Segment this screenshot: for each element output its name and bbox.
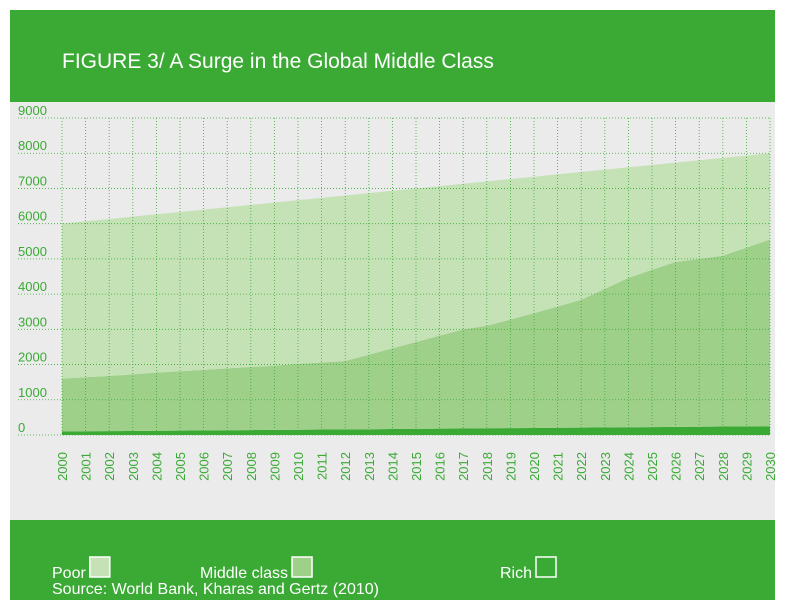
header-band [10, 10, 775, 102]
x-tick-label: 2025 [645, 452, 660, 481]
x-tick-label: 2021 [551, 452, 566, 481]
y-tick-label: 9000 [18, 103, 47, 118]
x-tick-label: 2001 [79, 452, 94, 481]
y-tick-label: 1000 [18, 385, 47, 400]
x-tick-label: 2013 [362, 452, 377, 481]
x-tick-label: 2002 [102, 452, 117, 481]
x-tick-label: 2004 [149, 452, 164, 481]
y-tick-label: 6000 [18, 209, 47, 224]
x-tick-label: 2029 [739, 452, 754, 481]
x-tick-label: 2022 [574, 452, 589, 481]
x-tick-label: 2010 [291, 452, 306, 481]
footer-band [10, 520, 775, 600]
x-tick-label: 2024 [621, 452, 636, 481]
legend-label: Poor [52, 565, 86, 582]
x-tick-label: 2015 [409, 452, 424, 481]
x-tick-label: 2016 [433, 452, 448, 481]
x-tick-label: 2017 [456, 452, 471, 481]
x-tick-label: 2009 [267, 452, 282, 481]
legend-label: Middle class [200, 565, 288, 582]
x-tick-label: 2023 [598, 452, 613, 481]
legend-swatch [535, 556, 557, 578]
y-tick-label: 2000 [18, 350, 47, 365]
y-tick-label: 4000 [18, 279, 47, 294]
y-tick-label: 5000 [18, 244, 47, 259]
x-tick-label: 2007 [220, 452, 235, 481]
x-tick-label: 2008 [244, 452, 259, 481]
x-tick-label: 2030 [763, 452, 778, 481]
x-tick-label: 2019 [503, 452, 518, 481]
legend-swatch [291, 556, 313, 578]
x-tick-label: 2028 [716, 452, 731, 481]
legend-swatch [89, 556, 111, 578]
plot-area: 0 1000 2000 3000 4000 5000 6000 7000 8000 9000 200… [18, 103, 778, 481]
y-tick-label: 7000 [18, 173, 47, 188]
x-tick-label: 2026 [669, 452, 684, 481]
x-tick-label: 2006 [197, 452, 212, 481]
y-tick-label: 0 [18, 420, 25, 435]
x-tick-label: 2012 [338, 452, 353, 481]
y-tick-label: 8000 [18, 138, 47, 153]
x-tick-label: 2020 [527, 452, 542, 481]
x-tick-label: 2003 [126, 452, 141, 481]
y-tick-label: 3000 [18, 314, 47, 329]
x-tick-label: 2011 [315, 452, 330, 480]
area [62, 239, 770, 432]
source-note: Source: World Bank, Kharas and Gertz (20… [52, 581, 379, 598]
x-tick-label: 2014 [385, 452, 400, 481]
x-tick-label: 2005 [173, 452, 188, 481]
x-tick-label: 2000 [55, 452, 70, 481]
chart-title: FIGURE 3/ A Surge in the Global Middle C… [62, 50, 494, 73]
legend-label: Rich [500, 565, 532, 582]
x-tick-label: 2027 [692, 452, 707, 481]
x-tick-label: 2018 [480, 452, 495, 481]
legend: Poor Middle class Rich [52, 556, 557, 582]
